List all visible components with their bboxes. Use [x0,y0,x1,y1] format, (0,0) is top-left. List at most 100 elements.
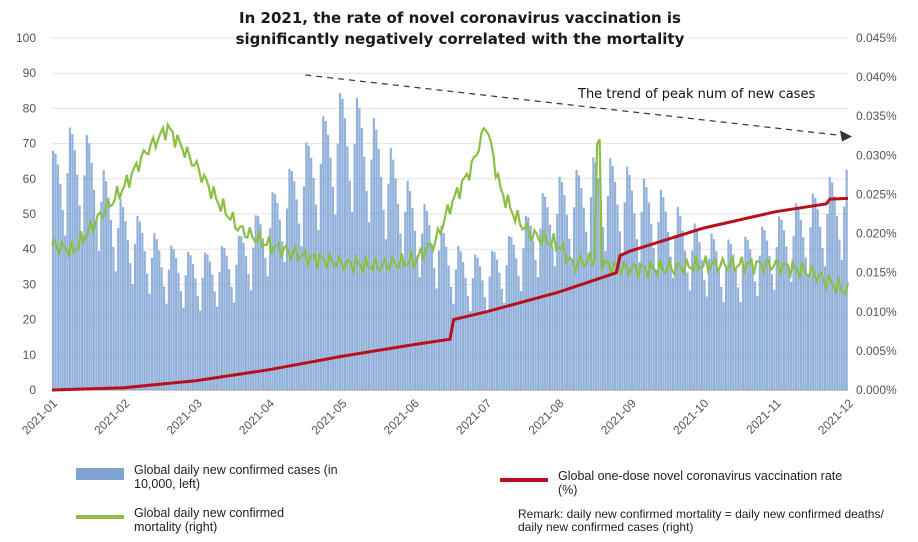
cases-bar [179,291,183,390]
cases-bar [90,162,93,390]
cases-bar [843,206,846,390]
x-tick-label: 2021-06 [381,396,422,437]
cases-bar [78,205,81,390]
cases-bar [741,264,745,390]
cases-bar [276,203,279,390]
cases-bar [529,225,532,390]
right-tick-label: 0.005% [856,344,897,358]
cases-bar [568,238,571,390]
cases-bar [85,135,88,390]
cases-bar [312,177,315,390]
legend-mortality-label: Global daily new confirmed mortality (ri… [134,506,285,534]
cases-bar [640,212,643,390]
cases-bar [657,221,660,390]
cases-bar [761,226,764,390]
cases-bar [259,223,262,390]
cases-bar [756,295,759,390]
cases-bar [737,287,740,390]
cases-bar [495,259,499,390]
cases-bar [483,296,486,390]
cases-bar [570,260,573,390]
x-tick-label: 2021-02 [91,396,132,437]
cases-bar [700,259,704,390]
cases-bar [399,233,402,390]
cases-bar [146,273,149,390]
cases-bar [778,216,781,390]
cases-bar [150,257,154,390]
cases-bar [162,286,166,390]
cases-bar [56,164,59,390]
cases-bar [351,212,354,390]
cases-bar [394,178,397,390]
cases-bar [459,251,462,390]
cases-bar [819,226,822,390]
cases-bar [662,197,665,390]
cases-bar [478,266,482,390]
cases-bar [787,265,790,390]
cases-bar [336,143,339,390]
cases-bar [616,204,619,390]
cases-bar [614,181,617,390]
cases-bar [763,230,766,390]
chart-title: In 2021, the rate of novel coronavirus v… [150,8,770,50]
cases-bar [541,193,544,390]
cases-bar [655,269,658,390]
left-tick-label: 40 [23,242,37,256]
cases-bar [577,175,581,390]
x-tick-label: 2021-11 [743,396,784,437]
cases-bar [305,142,308,390]
cases-bar [138,221,142,390]
cases-bar [254,215,257,390]
cases-bar [536,277,540,390]
cases-bar [753,281,757,390]
cases-bar [172,248,175,390]
cases-bar [148,293,151,390]
cases-bar [418,277,421,390]
chart-lines [51,121,850,392]
cases-bar [64,235,67,390]
cases-bar [223,247,226,390]
cases-bar [261,238,265,390]
cases-bar [404,211,407,390]
cases-bar [705,296,708,390]
cases-bar [288,168,291,390]
cases-bar [194,278,197,390]
cases-bar [519,291,523,390]
cases-bar [534,259,537,390]
cases-bar [131,284,134,390]
cases-bar [187,251,190,390]
cases-bar [97,250,101,390]
cases-bar [802,237,805,390]
cases-bar [408,191,412,390]
title-line-1: In 2021, the rate of novel coronavirus v… [239,9,681,27]
cases-bar [360,128,363,391]
cases-bar [746,239,749,390]
cases-bar [331,186,334,390]
cases-bar [811,193,814,390]
cases-bar [232,302,236,390]
cases-bar [447,265,450,390]
cases-bar [785,246,788,390]
cases-bar [790,281,793,390]
cases-bar [693,223,696,390]
cases-bar [652,248,655,390]
cases-bar [244,256,248,390]
cases-bar [380,176,383,390]
cases-bar [136,215,139,390]
trend-annotation-label: The trend of peak num of new cases [577,87,815,102]
cases-bar [744,236,747,390]
cases-bar [676,207,679,390]
x-tick-label: 2021-04 [236,396,277,437]
cases-bar [720,286,723,390]
cases-bar [235,264,238,390]
cases-bar [481,280,484,390]
cases-bars [52,92,848,391]
left-tick-label: 10 [23,348,37,362]
cases-bar [252,247,255,390]
cases-bar [213,291,216,390]
cases-bar [363,156,366,390]
cases-bar [290,171,293,390]
cases-bar [575,170,578,390]
cases-bar [739,302,742,390]
legend-vaccination: Global one-dose novel coronavirus vaccin… [500,469,900,497]
